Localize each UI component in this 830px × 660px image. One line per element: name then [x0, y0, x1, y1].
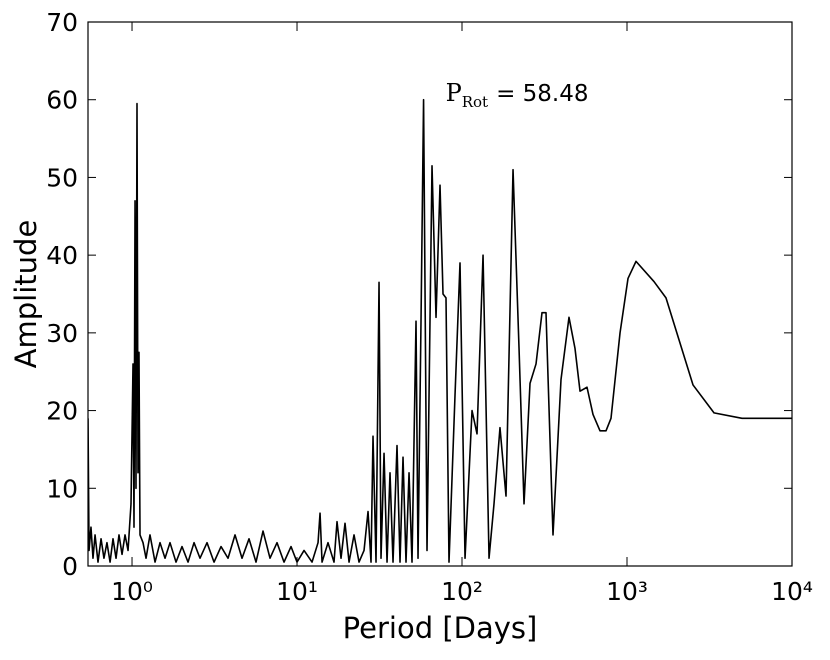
data-line: [88, 98, 792, 563]
y-tick-label: 60: [46, 86, 78, 115]
x-tick-label: 10⁰: [111, 577, 153, 606]
y-tick-label: 20: [46, 397, 78, 426]
x-axis-label: Period [Days]: [343, 611, 538, 645]
annotation-text: = 58.48: [496, 81, 588, 107]
annotation-subscript: Rot: [462, 93, 488, 111]
plot-frame: [87, 21, 793, 567]
y-tick-label: 50: [46, 163, 78, 192]
y-axis-label: Amplitude: [9, 220, 43, 369]
x-tick-label: 10³: [606, 577, 648, 606]
x-tick-label: 10²: [441, 577, 483, 606]
annotation-symbol: P: [446, 79, 462, 107]
x-tick-label: 10¹: [276, 577, 318, 606]
y-tick-label: 10: [46, 474, 78, 503]
y-tick-label: 40: [46, 241, 78, 270]
y-tick-label: 30: [46, 319, 78, 348]
y-tick-label: 70: [46, 8, 78, 37]
annotation: PRot = 58.48: [446, 79, 589, 111]
y-tick-label: 0: [62, 552, 78, 581]
x-tick-label: 10⁴: [771, 577, 813, 606]
